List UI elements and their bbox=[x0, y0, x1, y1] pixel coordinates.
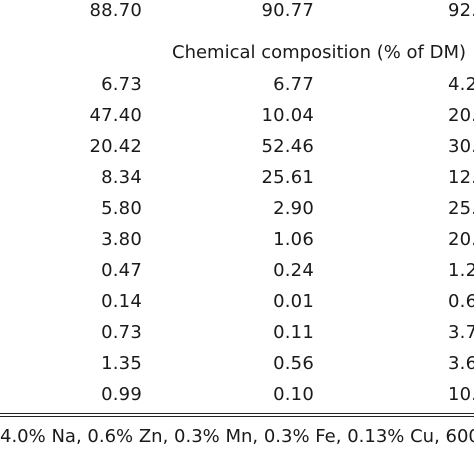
row-1-col3: 4.2 bbox=[448, 74, 474, 95]
row-4-col1: 8.34 bbox=[101, 167, 142, 188]
row-1-col1: 6.73 bbox=[101, 74, 142, 95]
row-3-col1: 20.42 bbox=[89, 136, 142, 157]
row-10-col3: 3.6 bbox=[448, 353, 474, 374]
row-9-col1: 0.73 bbox=[101, 322, 142, 343]
row-5-col1: 5.80 bbox=[101, 198, 142, 219]
row-10-col1: 1.35 bbox=[101, 353, 142, 374]
row-5-col3: 25.7 bbox=[448, 198, 474, 219]
top-row-col1: 88.70 bbox=[89, 0, 142, 21]
row-1-col2: 6.77 bbox=[273, 74, 314, 95]
row-6-col1: 3.80 bbox=[101, 229, 142, 250]
row-11-col3: 10.6 bbox=[448, 384, 474, 405]
row-4-col3: 12.2 bbox=[448, 167, 474, 188]
top-row-col2: 90.77 bbox=[261, 0, 314, 21]
table-footnote: 4.0% Na, 0.6% Zn, 0.3% Mn, 0.3% Fe, 0.13… bbox=[0, 426, 474, 447]
row-3-col3: 30.8 bbox=[448, 136, 474, 157]
table-bottom-rule-lower bbox=[0, 416, 474, 417]
row-7-col2: 0.24 bbox=[273, 260, 314, 281]
row-6-col2: 1.06 bbox=[273, 229, 314, 250]
row-5-col2: 2.90 bbox=[273, 198, 314, 219]
row-7-col3: 1.2 bbox=[448, 260, 474, 281]
row-2-col1: 47.40 bbox=[89, 105, 142, 126]
row-8-col3: 0.6 bbox=[448, 291, 474, 312]
row-6-col3: 20.1 bbox=[448, 229, 474, 250]
row-3-col2: 52.46 bbox=[261, 136, 314, 157]
top-row-col3: 92.7 bbox=[448, 0, 474, 21]
table-bottom-rule-upper bbox=[0, 413, 474, 414]
row-4-col2: 25.61 bbox=[261, 167, 314, 188]
row-11-col1: 0.99 bbox=[101, 384, 142, 405]
row-10-col2: 0.56 bbox=[273, 353, 314, 374]
row-2-col3: 20.7 bbox=[448, 105, 474, 126]
row-7-col1: 0.47 bbox=[101, 260, 142, 281]
row-9-col3: 3.7 bbox=[448, 322, 474, 343]
section-heading: Chemical composition (% of DM) bbox=[172, 42, 467, 63]
row-11-col2: 0.10 bbox=[273, 384, 314, 405]
row-2-col2: 10.04 bbox=[261, 105, 314, 126]
row-8-col2: 0.01 bbox=[273, 291, 314, 312]
row-8-col1: 0.14 bbox=[101, 291, 142, 312]
row-9-col2: 0.11 bbox=[273, 322, 314, 343]
